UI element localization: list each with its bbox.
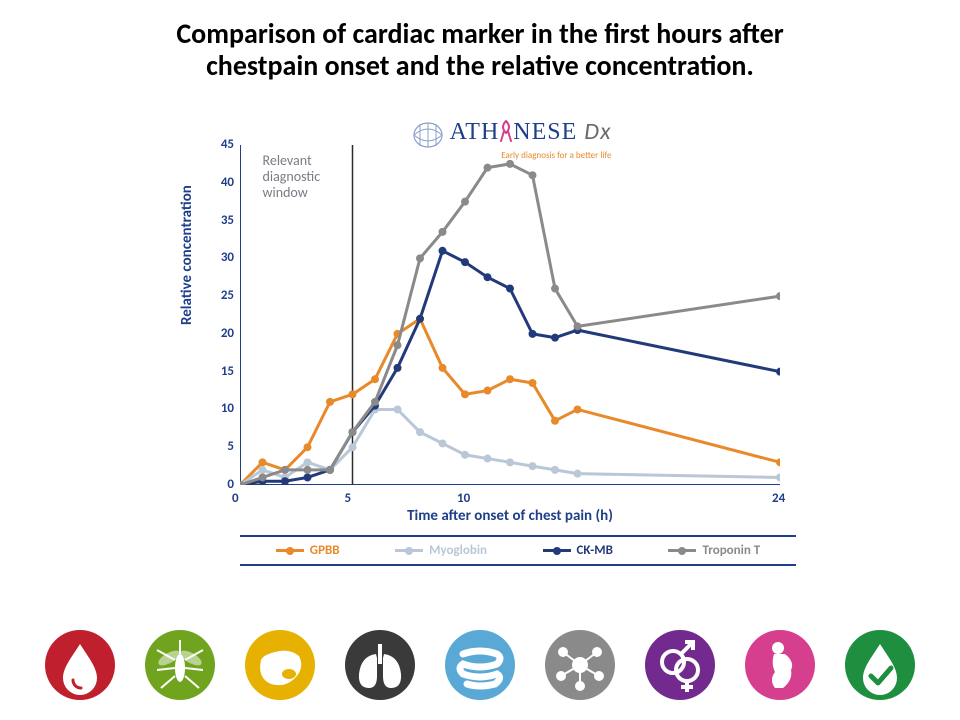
y-tick-label: 15 (210, 364, 234, 379)
y-tick-label: 35 (210, 213, 234, 228)
category-icons-row (0, 630, 960, 700)
y-tick-label: 40 (210, 175, 234, 190)
y-tick-label: 10 (210, 401, 234, 416)
gender-icon (645, 630, 715, 700)
y-tick-label: 30 (210, 250, 234, 265)
mosquito-icon (145, 630, 215, 700)
legend-item: Myoglobin (395, 543, 487, 558)
logo-text-dx: Dx (584, 117, 611, 146)
y-tick-label: 20 (210, 326, 234, 341)
legend-swatch-icon (395, 549, 423, 552)
slide: { "title_line1": "Comparison of cardiac … (0, 0, 960, 720)
x-axis-label: Time after onset of chest pain (h) (240, 507, 780, 525)
chart-container: ATHNESE Dx Early diagnosis for a better … (170, 125, 810, 555)
intestine-icon (445, 630, 515, 700)
logo-text-th: TH (465, 119, 499, 145)
chart-svg (240, 145, 780, 485)
legend-swatch-icon (276, 549, 304, 552)
logo-text-a: A (450, 119, 466, 145)
legend-item: GPBB (276, 543, 340, 558)
legend-label: Troponin T (702, 543, 760, 558)
blood-drop-icon (45, 630, 115, 700)
check-icon (845, 630, 915, 700)
legend-label: Myoglobin (429, 543, 487, 558)
legend-label: CK-MB (577, 543, 613, 558)
logo-text-nese: NESE (513, 119, 577, 145)
x-tick-label: 5 (345, 491, 352, 506)
y-axis-label: Relative concentration (178, 185, 196, 325)
slide-title: Comparison of cardiac marker in the firs… (0, 18, 960, 82)
y-tick-label: 25 (210, 288, 234, 303)
chart-legend: GPBB Myoglobin CK-MB Troponin T (240, 535, 796, 566)
title-line-2: chestpain onset and the relative concent… (206, 48, 754, 83)
y-tick-label: 45 (210, 137, 234, 152)
diagnostic-window-label: Relevantdiagnosticwindow (263, 153, 321, 201)
x-tick-label: 10 (457, 491, 470, 506)
liver-icon (245, 630, 315, 700)
title-line-1: Comparison of cardiac marker in the firs… (176, 16, 783, 51)
legend-item: CK-MB (543, 543, 613, 558)
molecule-icon (545, 630, 615, 700)
y-tick-label: 0 (210, 477, 234, 492)
pregnancy-icon (745, 630, 815, 700)
y-tick-label: 5 (210, 439, 234, 454)
legend-swatch-icon (668, 549, 696, 552)
chart-plot-area (240, 145, 780, 485)
legend-label: GPBB (310, 543, 340, 558)
legend-swatch-icon (543, 549, 571, 552)
x-tick-label: 0 (232, 491, 239, 506)
x-tick-label: 24 (772, 491, 785, 506)
lungs-icon (345, 630, 415, 700)
legend-item: Troponin T (668, 543, 760, 558)
